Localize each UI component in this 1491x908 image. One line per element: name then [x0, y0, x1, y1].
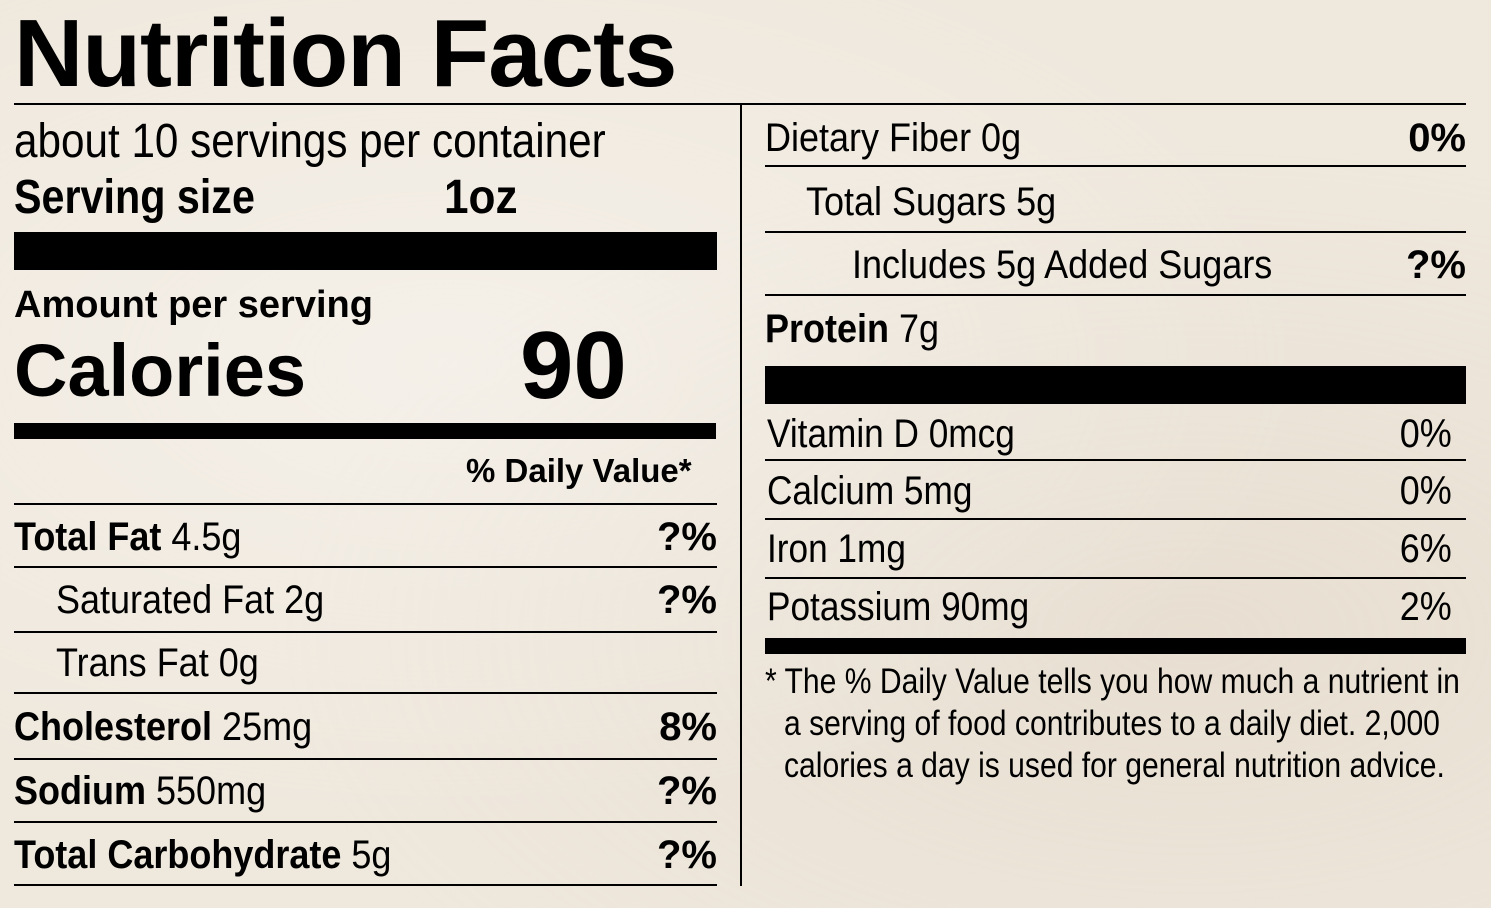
calories-value: 90 [520, 312, 627, 419]
calories-label: Calories [14, 329, 307, 412]
protein-thick-bar [765, 366, 1466, 404]
dv-total-carbohydrate: ?% [657, 833, 717, 877]
nutrient-row-total-fat: Total Fat 4.5g [14, 515, 242, 559]
nutrient-row-total-carbohydrate: Total Carbohydrate 5g [14, 833, 392, 877]
row-divider [14, 758, 717, 760]
nutrition-facts-title: Nutrition Facts [14, 0, 677, 107]
row-divider [765, 518, 1466, 520]
row-divider [765, 577, 1466, 579]
vitamin-row-vitamin-d: Vitamin D 0mcg [767, 412, 1015, 456]
daily-value-header: % Daily Value* [466, 452, 692, 489]
dv-sodium: ?% [657, 769, 717, 813]
calories-thick-bar [14, 423, 716, 439]
nutrient-row-trans-fat: Trans Fat 0g [56, 641, 259, 685]
dv-calcium: 0% [1399, 469, 1452, 513]
amount-per-serving: Amount per serving [14, 284, 373, 326]
dv-cholesterol: 8% [659, 705, 717, 749]
row-divider [765, 231, 1466, 233]
serving-size-label: Serving size [14, 171, 255, 224]
serving-size-value: 1oz [444, 171, 518, 224]
row-divider [765, 459, 1466, 461]
column-divider [740, 104, 742, 886]
row-divider [765, 294, 1466, 296]
nutrient-row-cholesterol: Cholesterol 25mg [14, 705, 313, 749]
dv-total-fat: ?% [657, 515, 717, 559]
dv-potassium: 2% [1399, 585, 1452, 629]
footnote-line-1: * The % Daily Value tells you how much a… [765, 662, 1460, 701]
row-divider [14, 821, 717, 823]
dv-added-sugars: ?% [1406, 243, 1466, 287]
dv-dietary-fiber: 0% [1408, 116, 1466, 160]
row-divider [14, 884, 717, 886]
row-divider [14, 631, 717, 633]
footnote-line-3: calories a day is used for general nutri… [784, 746, 1445, 785]
nutrient-row-saturated-fat: Saturated Fat 2g [56, 578, 325, 622]
nutrient-row-dietary-fiber: Dietary Fiber 0g [765, 116, 1022, 160]
row-divider [14, 503, 717, 505]
row-divider [765, 165, 1466, 167]
vitamin-row-calcium: Calcium 5mg [767, 469, 973, 513]
footnote-thick-bar [765, 638, 1466, 654]
nutrient-row-total-sugars: Total Sugars 5g [806, 180, 1057, 224]
dv-iron: 6% [1399, 527, 1452, 571]
row-divider [14, 566, 717, 568]
nutrient-row-protein: Protein 7g [765, 307, 940, 351]
dv-vitamin-d: 0% [1399, 412, 1452, 456]
vitamin-row-iron: Iron 1mg [767, 527, 906, 571]
dv-saturated-fat: ?% [657, 578, 717, 622]
nutrient-row-added-sugars: Includes 5g Added Sugars [852, 243, 1273, 287]
row-divider [14, 692, 717, 694]
servings-per-container: about 10 servings per container [14, 115, 606, 168]
footnote-line-2: a serving of food contributes to a daily… [784, 704, 1440, 743]
nutrient-row-sodium: Sodium 550mg [14, 769, 267, 813]
serving-thick-bar [14, 232, 717, 270]
vitamin-row-potassium: Potassium 90mg [767, 585, 1030, 629]
